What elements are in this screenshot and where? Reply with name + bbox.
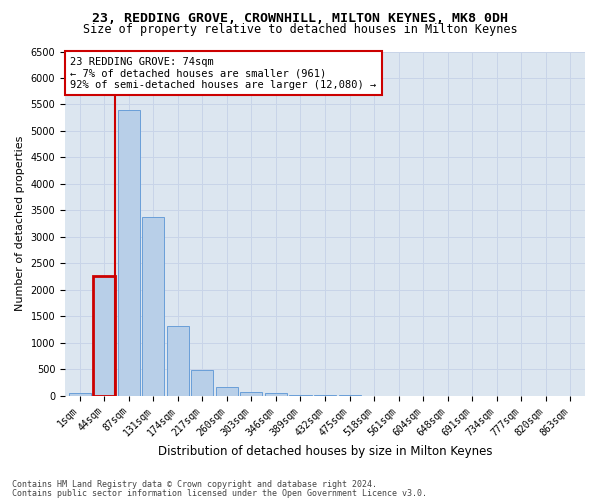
- Text: 23, REDDING GROVE, CROWNHILL, MILTON KEYNES, MK8 0DH: 23, REDDING GROVE, CROWNHILL, MILTON KEY…: [92, 12, 508, 26]
- Bar: [289, 394, 311, 396]
- Bar: [167, 326, 189, 396]
- Y-axis label: Number of detached properties: Number of detached properties: [15, 136, 25, 312]
- Bar: [314, 395, 336, 396]
- Text: 23 REDDING GROVE: 74sqm
← 7% of detached houses are smaller (961)
92% of semi-de: 23 REDDING GROVE: 74sqm ← 7% of detached…: [70, 56, 376, 90]
- Bar: [142, 217, 164, 396]
- Bar: [191, 370, 214, 396]
- Bar: [93, 276, 115, 396]
- Text: Size of property relative to detached houses in Milton Keynes: Size of property relative to detached ho…: [83, 22, 517, 36]
- Bar: [241, 392, 262, 396]
- Bar: [216, 388, 238, 396]
- X-axis label: Distribution of detached houses by size in Milton Keynes: Distribution of detached houses by size …: [158, 444, 492, 458]
- Bar: [69, 392, 91, 396]
- Bar: [265, 393, 287, 396]
- Text: Contains HM Land Registry data © Crown copyright and database right 2024.: Contains HM Land Registry data © Crown c…: [12, 480, 377, 489]
- Bar: [118, 110, 140, 396]
- Text: Contains public sector information licensed under the Open Government Licence v3: Contains public sector information licen…: [12, 488, 427, 498]
